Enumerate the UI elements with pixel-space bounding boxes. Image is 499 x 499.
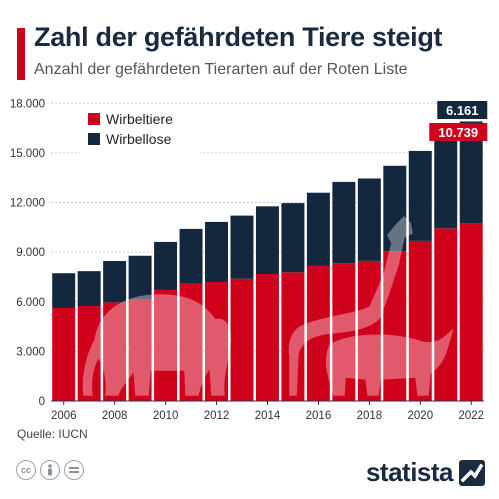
bar-wirbeltiere-2017	[332, 263, 356, 401]
license-icons: cc	[16, 460, 84, 480]
y-tick-label: 3.000	[16, 346, 45, 358]
title-accent-bar	[17, 28, 25, 80]
bar-wirbellose-2020	[408, 150, 432, 241]
legend: Wirbeltiere Wirbellose	[80, 107, 200, 155]
bar-wirbeltiere-2016	[306, 265, 330, 401]
page-subtitle: Anzahl der gefährdeten Tierarten auf der…	[34, 61, 408, 78]
bar-wirbellose-2017	[332, 181, 356, 264]
bar-wirbeltiere-2015	[281, 272, 305, 401]
animal-silhouettes	[82, 215, 454, 396]
statista-logo: statista	[366, 457, 485, 488]
x-tick-label: 2018	[357, 410, 383, 422]
bar-wirbellose-2009	[128, 255, 152, 300]
bar-wirbeltiere-2009	[128, 299, 152, 401]
stacked-bar-chart: 0 3.000 6.000 9.000 12.000 15.000 18.000 2006 20…	[10, 98, 488, 422]
bar-wirbellose-2015	[281, 203, 305, 273]
bar-wirbellose-2022	[459, 121, 483, 224]
bar-wirbellose-2008	[103, 261, 127, 303]
y-tick-label: 15.000	[10, 148, 45, 160]
equals-icon	[64, 460, 84, 480]
bar-wirbellose-2006	[52, 273, 76, 308]
bar-wirbellose-2011	[179, 228, 203, 284]
y-tick-label: 18.000	[10, 98, 45, 110]
bar-wirbellose-2019	[383, 165, 407, 252]
bar-wirbeltiere-2014	[255, 274, 279, 401]
x-tick-label: 2010	[153, 410, 179, 422]
legend-label: Wirbeltiere	[106, 111, 173, 127]
value-badge-label: 10.739	[438, 125, 478, 140]
bar-wirbeltiere-2020	[408, 240, 432, 401]
legend-swatch	[88, 113, 100, 125]
bar-wirbellose-2010	[154, 241, 178, 290]
x-tick-label: 2020	[408, 410, 434, 422]
bar-wirbeltiere-2013	[230, 278, 254, 401]
y-tick-label: 0	[39, 396, 45, 408]
bar-wirbeltiere-2010	[154, 289, 178, 401]
bars	[52, 121, 483, 401]
legend-swatch	[88, 133, 100, 145]
bar-wirbellose-2012	[205, 221, 228, 282]
giraffe-silhouette	[288, 215, 413, 396]
x-tick-label: 2012	[204, 410, 230, 422]
value-badge	[437, 101, 488, 119]
bar-wirbeltiere-2007	[77, 306, 101, 401]
elephant-silhouette	[82, 294, 232, 396]
bar-wirbeltiere-2021	[434, 228, 458, 401]
x-tick-label: 2008	[102, 410, 128, 422]
y-tick-label: 9.000	[16, 247, 45, 259]
bar-wirbellose-2013	[230, 215, 254, 279]
statista-mark-icon	[459, 459, 485, 486]
y-tick-label: 12.000	[10, 198, 45, 210]
y-tick-label: 6.000	[16, 297, 45, 309]
bar-wirbeltiere-2012	[205, 281, 228, 401]
x-tick-label: 2014	[255, 410, 281, 422]
person-icon	[40, 460, 60, 480]
legend-label: Wirbellose	[106, 131, 172, 147]
source-note: Quelle: IUCN	[17, 427, 88, 441]
value-badges: 6.161 10.739	[429, 101, 488, 141]
value-badge	[429, 123, 488, 141]
page-title: Zahl der gefährdeten Tiere steigt	[34, 22, 443, 52]
bar-wirbellose-2018	[357, 178, 381, 261]
x-tick-label: 2016	[306, 410, 332, 422]
bar-wirbeltiere-2006	[52, 307, 76, 401]
bar-wirbeltiere-2022	[459, 223, 483, 401]
bar-wirbeltiere-2011	[179, 283, 203, 401]
bar-wirbellose-2014	[255, 206, 279, 275]
cc-icon: cc	[16, 460, 36, 480]
value-badge-label: 6.161	[446, 103, 479, 118]
bar-wirbeltiere-2008	[103, 302, 127, 401]
x-tick-label: 2006	[51, 410, 77, 422]
bar-wirbeltiere-2019	[383, 251, 407, 401]
bar-wirbeltiere-2018	[357, 260, 381, 401]
brand-name: statista	[365, 457, 454, 487]
x-tick-label: 2022	[458, 410, 484, 422]
rhino-silhouette	[325, 328, 454, 396]
bar-wirbellose-2021	[434, 129, 458, 229]
axes: 0 3.000 6.000 9.000 12.000 15.000 18.000 2006 20…	[10, 98, 484, 422]
bar-wirbellose-2007	[77, 271, 101, 307]
bar-wirbellose-2016	[306, 192, 330, 266]
